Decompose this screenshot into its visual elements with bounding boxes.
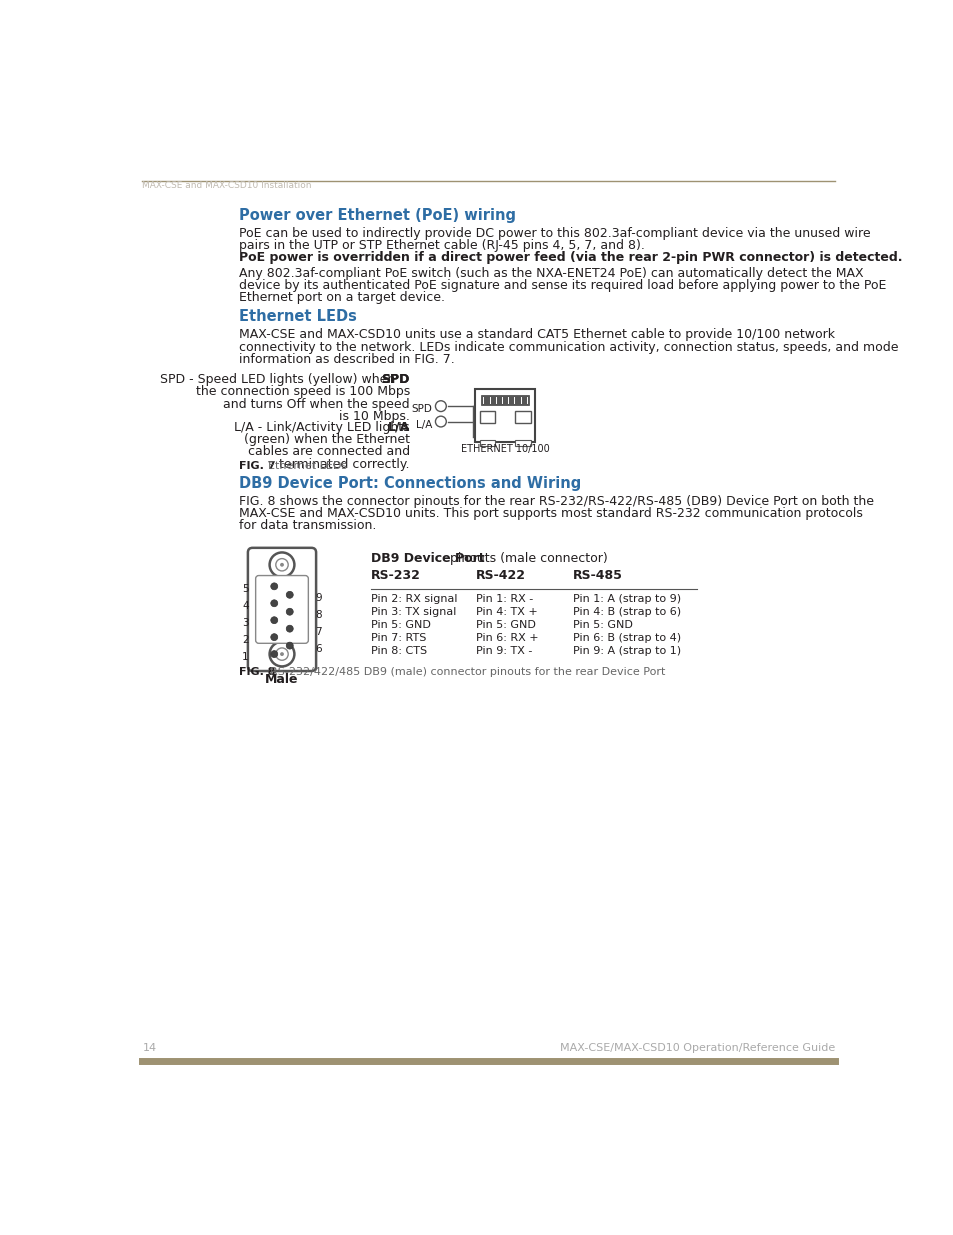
Text: Pin 6: B (strap to 4): Pin 6: B (strap to 4): [572, 634, 680, 643]
Text: MAX-CSE/MAX-CSD10 Operation/Reference Guide: MAX-CSE/MAX-CSD10 Operation/Reference Gu…: [559, 1042, 835, 1053]
Text: 14: 14: [142, 1042, 156, 1053]
Circle shape: [271, 634, 277, 641]
Text: 1: 1: [242, 652, 249, 662]
Text: RS-485: RS-485: [572, 568, 622, 582]
Text: Pin 6: RX +: Pin 6: RX +: [476, 634, 537, 643]
Circle shape: [275, 558, 288, 571]
Text: MAX-CSE and MAX-CSD10 units use a standard CAT5 Ethernet cable to provide 10/100: MAX-CSE and MAX-CSD10 units use a standa…: [239, 329, 835, 341]
Circle shape: [280, 652, 284, 656]
Text: pinouts (male connector): pinouts (male connector): [446, 552, 607, 564]
Text: cables are connected and: cables are connected and: [248, 446, 410, 458]
Text: connectivity to the network. LEDs indicate communication activity, connection st: connectivity to the network. LEDs indica…: [239, 341, 898, 353]
Text: 4: 4: [242, 601, 249, 611]
Text: 3: 3: [242, 619, 249, 629]
Circle shape: [280, 563, 284, 567]
Text: DB9 Device Port: Connections and Wiring: DB9 Device Port: Connections and Wiring: [239, 475, 581, 490]
Bar: [515, 411, 530, 424]
Text: the connection speed is 100 Mbps: the connection speed is 100 Mbps: [195, 385, 410, 399]
Text: terminated correctly.: terminated correctly.: [279, 458, 410, 471]
FancyBboxPatch shape: [255, 576, 308, 643]
Circle shape: [286, 592, 293, 598]
Text: FIG. 8 shows the connector pinouts for the rear RS-232/RS-422/RS-485 (DB9) Devic: FIG. 8 shows the connector pinouts for t…: [239, 495, 874, 508]
Text: information as described in FIG. 7.: information as described in FIG. 7.: [239, 353, 455, 366]
Text: L/A: L/A: [387, 421, 410, 433]
Text: Pin 5: GND: Pin 5: GND: [572, 620, 632, 630]
Text: (green) when the Ethernet: (green) when the Ethernet: [244, 433, 410, 446]
Text: RS-232/422/485 DB9 (male) connector pinouts for the rear Device Port: RS-232/422/485 DB9 (male) connector pino…: [262, 667, 664, 677]
Text: pairs in the UTP or STP Ethernet cable (RJ-45 pins 4, 5, 7, and 8).: pairs in the UTP or STP Ethernet cable (…: [239, 240, 644, 252]
Bar: [479, 440, 495, 446]
FancyBboxPatch shape: [248, 548, 315, 671]
Circle shape: [286, 625, 293, 632]
Text: Pin 7: RTS: Pin 7: RTS: [371, 634, 426, 643]
Text: FIG. 7: FIG. 7: [239, 462, 275, 472]
Circle shape: [271, 616, 277, 624]
Circle shape: [271, 651, 277, 657]
Circle shape: [271, 583, 277, 590]
Text: 2: 2: [242, 635, 249, 645]
Text: device by its authenticated PoE signature and sense its required load before app: device by its authenticated PoE signatur…: [239, 279, 886, 293]
Text: 7: 7: [315, 626, 321, 637]
Text: 8: 8: [315, 610, 321, 620]
Text: RS-422: RS-422: [476, 568, 525, 582]
Text: Ethernet port on a target device.: Ethernet port on a target device.: [239, 291, 445, 305]
Text: SPD: SPD: [411, 404, 432, 414]
Text: L/A: L/A: [416, 420, 432, 430]
Text: MAX-CSE and MAX-CSD10 Installation: MAX-CSE and MAX-CSD10 Installation: [142, 182, 312, 190]
Text: 9: 9: [315, 593, 321, 603]
Text: PoE can be used to indirectly provide DC power to this 802.3af-compliant device : PoE can be used to indirectly provide DC…: [239, 227, 870, 240]
Bar: [480, 395, 529, 405]
Text: Pin 9: TX -: Pin 9: TX -: [476, 646, 532, 656]
Text: FIG. 8: FIG. 8: [239, 667, 275, 677]
Text: ETHERNET 10/100: ETHERNET 10/100: [460, 445, 549, 454]
Circle shape: [270, 552, 294, 577]
Text: MAX-CSE and MAX-CSD10 units. This port supports most standard RS-232 communicati: MAX-CSE and MAX-CSD10 units. This port s…: [239, 508, 862, 520]
Text: Any 802.3af-compliant PoE switch (such as the NXA-ENET24 PoE) can automatically : Any 802.3af-compliant PoE switch (such a…: [239, 267, 863, 280]
Text: is 10 Mbps.: is 10 Mbps.: [338, 410, 410, 424]
Text: SPD: SPD: [381, 373, 410, 387]
Circle shape: [286, 609, 293, 615]
Text: Pin 4: TX +: Pin 4: TX +: [476, 606, 537, 616]
Text: Pin 9: A (strap to 1): Pin 9: A (strap to 1): [572, 646, 680, 656]
Text: Pin 1: A (strap to 9): Pin 1: A (strap to 9): [572, 594, 680, 604]
Text: for data transmission.: for data transmission.: [239, 520, 376, 532]
Text: L/A - Link/Activity LED lights: L/A - Link/Activity LED lights: [234, 421, 410, 433]
Text: Pin 2: RX signal: Pin 2: RX signal: [371, 594, 457, 604]
Text: Pin 8: CTS: Pin 8: CTS: [371, 646, 427, 656]
Bar: [515, 440, 530, 446]
Text: Pin 5: GND: Pin 5: GND: [476, 620, 535, 630]
Circle shape: [286, 642, 293, 650]
Text: 6: 6: [315, 643, 321, 653]
Text: SPD: SPD: [381, 373, 410, 387]
Text: Male: Male: [265, 673, 298, 687]
Circle shape: [270, 642, 294, 667]
Circle shape: [271, 600, 277, 606]
Text: Pin 4: B (strap to 6): Pin 4: B (strap to 6): [572, 606, 680, 616]
Bar: [479, 411, 495, 424]
Text: Pin 1: RX -: Pin 1: RX -: [476, 594, 533, 604]
Text: Pin 3: TX signal: Pin 3: TX signal: [371, 606, 456, 616]
Text: DB9 Device Port: DB9 Device Port: [371, 552, 484, 564]
Text: Ethernet LEDs: Ethernet LEDs: [239, 310, 356, 325]
Text: Pin 5: GND: Pin 5: GND: [371, 620, 431, 630]
Text: and turns Off when the speed: and turns Off when the speed: [223, 398, 410, 411]
Text: SPD - Speed LED lights (yellow) when: SPD - Speed LED lights (yellow) when: [160, 373, 395, 387]
Text: Ethernet LEDs: Ethernet LEDs: [261, 462, 347, 472]
Text: Power over Ethernet (PoE) wiring: Power over Ethernet (PoE) wiring: [239, 207, 516, 222]
Text: 5: 5: [242, 584, 249, 594]
Text: PoE power is overridden if a direct power feed (via the rear 2-pin PWR connector: PoE power is overridden if a direct powe…: [239, 252, 902, 264]
Circle shape: [275, 648, 288, 661]
Text: RS-232: RS-232: [371, 568, 420, 582]
Bar: [475, 389, 535, 442]
